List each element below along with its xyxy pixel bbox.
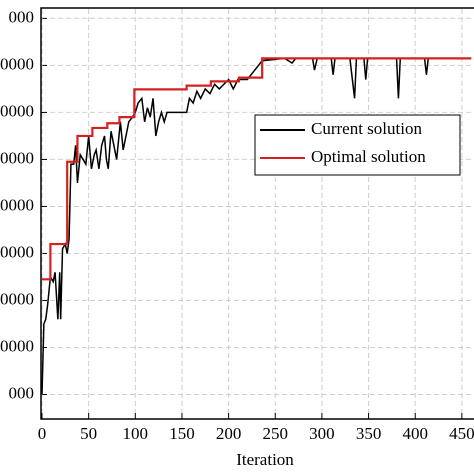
x-tick-label: 150 — [169, 424, 195, 443]
y-tick-label: 0000 — [0, 336, 34, 355]
legend: Current solution Optimal solution — [254, 114, 461, 176]
x-tick-label: 250 — [263, 424, 289, 443]
x-tick-label: 200 — [216, 424, 242, 443]
legend-box — [254, 114, 461, 176]
x-tick-label: 450 — [449, 424, 474, 443]
y-tick-label: 000 — [9, 383, 35, 402]
x-tick-label: 350 — [356, 424, 382, 443]
y-tick-label: 0000 — [0, 148, 34, 167]
y-tick-label: 0000 — [0, 101, 34, 120]
plot-frame — [40, 7, 474, 420]
x-tick-label: 0 — [38, 424, 47, 443]
y-tick-label: 0000 — [0, 242, 34, 261]
series-line — [42, 57, 472, 281]
x-tick-label: 100 — [123, 424, 149, 443]
legend-label: Optimal solution — [311, 147, 426, 166]
legend-label: Current solution — [311, 119, 422, 138]
y-tick-label: 0000 — [0, 195, 34, 214]
x-tick-label: 50 — [80, 424, 97, 443]
y-tick-label: 0000 — [0, 289, 34, 308]
series-line — [41, 57, 472, 395]
x-tick-label: 400 — [402, 424, 428, 443]
x-axis-label: Iteration — [236, 450, 294, 469]
y-tick-label: 000 — [9, 7, 35, 26]
y-tick-label: 0000 — [0, 54, 34, 73]
x-tick-label: 300 — [309, 424, 335, 443]
